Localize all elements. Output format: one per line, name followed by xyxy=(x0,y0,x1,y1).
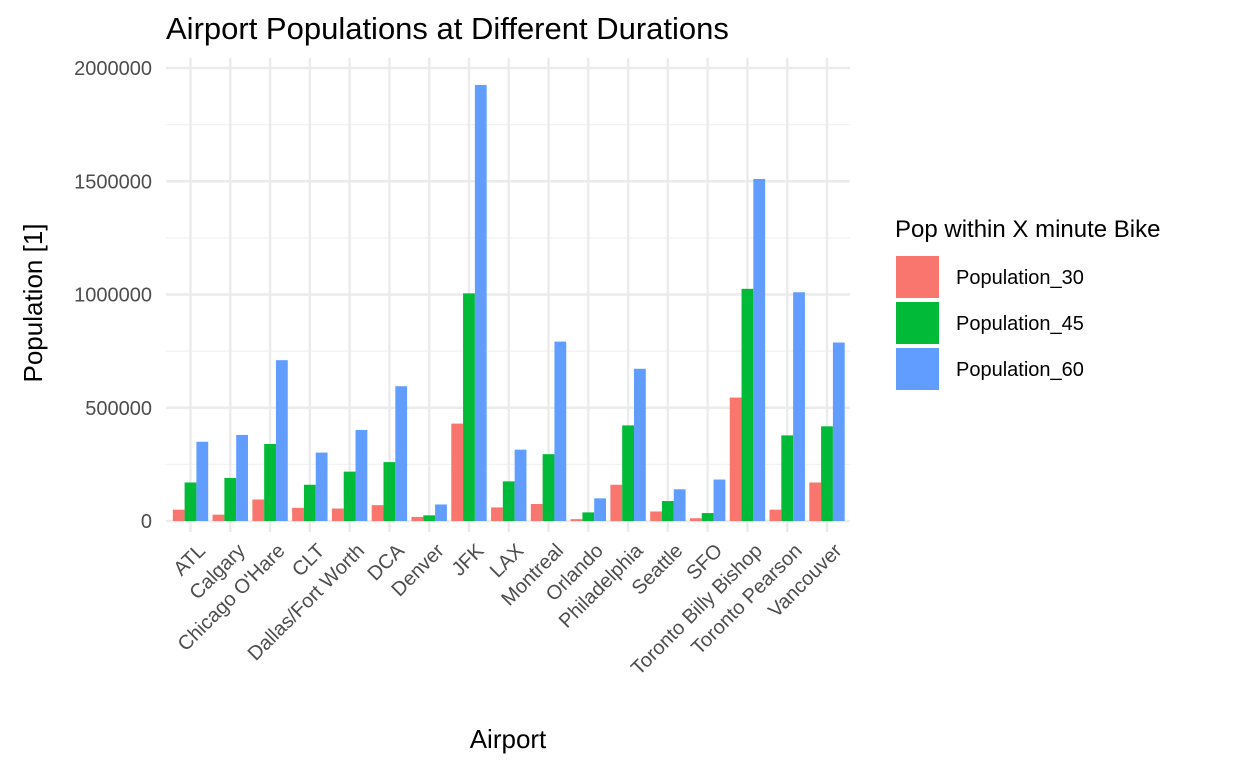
y-axis-ticks: 0 500000 1000000 1500000 2000000 xyxy=(74,58,152,533)
bar-population-45 xyxy=(821,426,833,521)
bar-population-30 xyxy=(650,511,662,521)
bar-population-45 xyxy=(781,435,794,521)
bar-population-45 xyxy=(463,293,475,521)
bar-population-60 xyxy=(554,341,567,521)
bar-population-45 xyxy=(741,288,754,521)
bar-population-60 xyxy=(474,84,487,522)
bar-population-60 xyxy=(275,360,288,521)
legend-key-population-45 xyxy=(896,302,939,344)
bar-population-45 xyxy=(423,515,436,521)
bar-population-30 xyxy=(451,423,464,521)
bar-population-45 xyxy=(661,501,674,521)
bar-population-60 xyxy=(236,434,248,521)
bar-population-60 xyxy=(713,479,726,521)
x-tick-label: JFK xyxy=(448,539,489,580)
bar-population-30 xyxy=(292,507,304,521)
bar-population-30 xyxy=(252,499,265,521)
y-axis-title: Population [1] xyxy=(18,223,48,382)
bar-population-30 xyxy=(729,397,742,521)
legend-key-population-60 xyxy=(896,348,939,390)
bar-population-60 xyxy=(753,178,766,522)
bar-population-60 xyxy=(673,489,686,521)
bar-population-60 xyxy=(315,452,328,521)
bar-population-30 xyxy=(331,508,344,521)
bar-population-30 xyxy=(411,516,424,521)
bar-population-60 xyxy=(435,504,447,521)
y-tick-label: 0 xyxy=(141,511,152,533)
bar-population-60 xyxy=(832,342,845,521)
bar-population-30 xyxy=(769,509,782,521)
bars xyxy=(172,84,845,522)
bar-population-45 xyxy=(383,462,396,521)
bar-population-60 xyxy=(514,449,527,521)
chart-title: Airport Populations at Different Duratio… xyxy=(166,11,729,46)
bar-population-45 xyxy=(224,477,237,521)
bar-population-45 xyxy=(303,484,316,521)
bar-population-45 xyxy=(264,443,276,521)
y-tick-label: 1000000 xyxy=(74,285,152,307)
bar-population-30 xyxy=(809,482,822,521)
bar-population-45 xyxy=(184,482,197,521)
bar-population-45 xyxy=(502,481,515,521)
bar-population-30 xyxy=(172,509,185,521)
legend-label: Population_30 xyxy=(956,267,1084,289)
bar-population-45 xyxy=(701,513,714,521)
bar-population-45 xyxy=(622,425,634,521)
bar-population-30 xyxy=(610,484,623,521)
bar-population-60 xyxy=(594,498,607,521)
bar-population-60 xyxy=(793,292,805,521)
y-tick-label: 2000000 xyxy=(74,58,152,80)
bar-population-45 xyxy=(542,454,555,521)
bar-population-60 xyxy=(395,386,408,521)
legend-key-population-30 xyxy=(896,256,939,298)
bar-population-30 xyxy=(570,519,583,521)
legend-title: Pop within X minute Bike xyxy=(895,216,1160,243)
bar-population-60 xyxy=(633,368,646,521)
bar-population-45 xyxy=(582,512,595,521)
y-tick-label: 1500000 xyxy=(74,171,152,193)
bar-population-60 xyxy=(196,441,209,521)
bar-population-30 xyxy=(689,518,702,521)
y-tick-label: 500000 xyxy=(85,398,152,420)
x-axis-title: Airport xyxy=(470,724,547,754)
bar-population-45 xyxy=(343,471,356,521)
bar-population-60 xyxy=(355,429,368,521)
bar-population-30 xyxy=(212,514,225,521)
bar-population-30 xyxy=(371,505,384,521)
bar-population-30 xyxy=(491,507,503,521)
bar-population-30 xyxy=(530,504,543,521)
legend: Pop within X minute Bike Population_30 Po… xyxy=(895,216,1160,390)
legend-label: Population_60 xyxy=(956,359,1084,381)
legend-label: Population_45 xyxy=(956,313,1084,335)
